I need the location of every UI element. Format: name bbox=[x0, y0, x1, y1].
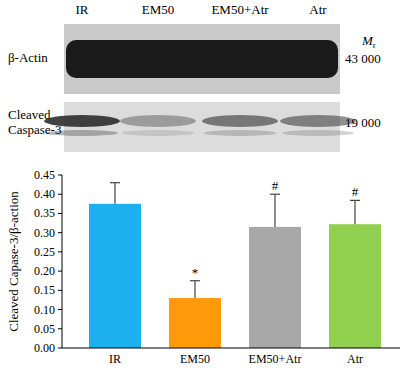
y-tick bbox=[58, 271, 62, 272]
y-tick bbox=[58, 194, 62, 195]
blot-panel bbox=[64, 102, 340, 152]
y-tick-label: 0.45 bbox=[34, 168, 55, 182]
error-cap bbox=[190, 280, 200, 281]
y-axis-label: Cleaved Capase-3/β-action bbox=[6, 191, 21, 332]
annotation: # bbox=[352, 184, 359, 199]
error-bar bbox=[270, 194, 280, 227]
y-tick bbox=[58, 290, 62, 291]
error-line bbox=[274, 194, 275, 227]
blot-band bbox=[202, 115, 278, 127]
y-tick-label: 0.00 bbox=[34, 341, 55, 355]
row-label: CleavedCaspase-3 bbox=[8, 107, 61, 137]
bar bbox=[169, 298, 221, 348]
y-axis bbox=[62, 175, 63, 348]
y-tick-label: 0.35 bbox=[34, 206, 55, 220]
x-tick-label: EM50+Atr bbox=[249, 352, 302, 366]
mw-header-sub: r bbox=[373, 40, 376, 50]
y-tick bbox=[58, 251, 62, 252]
row-label-line: Caspase-3 bbox=[8, 122, 61, 137]
mw-label: 19 000 bbox=[345, 115, 381, 130]
y-tick bbox=[58, 328, 62, 329]
y-tick bbox=[58, 232, 62, 233]
row-label: β-Actin bbox=[8, 50, 48, 65]
error-cap bbox=[350, 200, 360, 201]
x-tick-label: Atr bbox=[347, 352, 363, 366]
error-line bbox=[194, 281, 195, 298]
error-bar bbox=[350, 200, 360, 224]
error-bar bbox=[110, 183, 120, 204]
y-tick-label: 0.15 bbox=[34, 283, 55, 297]
bar bbox=[249, 227, 301, 348]
error-cap bbox=[110, 182, 120, 183]
bar bbox=[89, 204, 141, 348]
bar bbox=[329, 224, 381, 348]
y-tick-label: 0.10 bbox=[34, 303, 55, 317]
blot-band bbox=[204, 130, 276, 136]
mw-header: Mr bbox=[361, 33, 376, 50]
blot-band bbox=[66, 40, 338, 78]
error-bar bbox=[190, 281, 200, 298]
plot-marks bbox=[89, 183, 381, 348]
blot-band bbox=[282, 130, 354, 136]
error-line bbox=[114, 183, 115, 204]
error-line bbox=[354, 200, 355, 224]
y-tick-label: 0.40 bbox=[34, 187, 55, 201]
y-tick-label: 0.25 bbox=[34, 245, 55, 259]
lane-label: EM50 bbox=[142, 2, 175, 17]
y-tick-label: 0.05 bbox=[34, 322, 55, 336]
blot-band bbox=[120, 115, 196, 127]
figure: IREM50EM50+AtrAtrMrβ-Actin43 000CleavedC… bbox=[0, 0, 411, 373]
lane-label: EM50+Atr bbox=[211, 2, 269, 17]
y-tick bbox=[58, 175, 62, 176]
y-tick-label: 0.20 bbox=[34, 264, 55, 278]
x-tick-label: EM50 bbox=[180, 352, 210, 366]
y-tick-label: 0.30 bbox=[34, 226, 55, 240]
blot-band bbox=[122, 130, 194, 136]
y-tick bbox=[58, 309, 62, 310]
x-axis bbox=[62, 348, 400, 349]
x-tick-label: IR bbox=[109, 352, 121, 366]
y-tick bbox=[58, 348, 62, 349]
row-label-line: Cleaved bbox=[8, 107, 51, 122]
blot-panel bbox=[64, 24, 340, 94]
lane-label: Atr bbox=[309, 2, 327, 17]
error-cap bbox=[270, 194, 280, 195]
annotation: # bbox=[272, 178, 279, 193]
y-tick bbox=[58, 213, 62, 214]
annotation: * bbox=[192, 265, 199, 280]
lane-label: IR bbox=[76, 2, 89, 17]
mw-label: 43 000 bbox=[345, 51, 381, 66]
